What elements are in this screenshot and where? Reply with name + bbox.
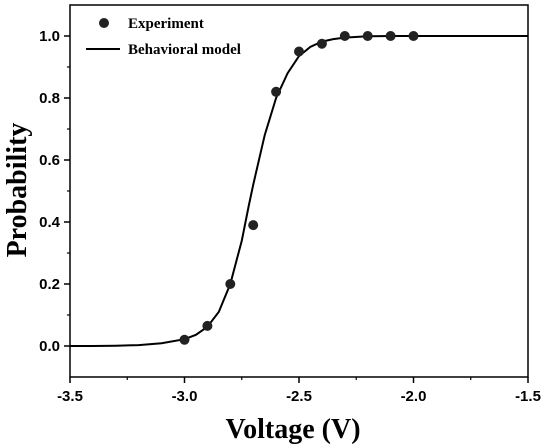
experiment-point: [248, 220, 259, 231]
experiment-point: [271, 86, 282, 97]
x-tick-label: -2.0: [401, 388, 427, 405]
legend-marker-experiment: [99, 18, 109, 28]
experiment-point: [362, 31, 373, 41]
legend-label-behavioral-model: Behavioral model: [128, 42, 241, 58]
experiment-point: [294, 46, 304, 57]
plot-frame: [69, 4, 529, 378]
y-tick-label: 0.8: [39, 90, 60, 107]
experiment-point: [339, 31, 350, 41]
experiment-point: [385, 31, 396, 41]
x-tick-label: -2.5: [286, 388, 312, 405]
experiment-point: [202, 320, 213, 331]
x-axis-title: Voltage (V): [225, 414, 360, 445]
y-tick-label: 0.4: [39, 214, 61, 231]
legend: Experiment Behavioral model: [86, 16, 241, 58]
y-tick-label: 0.0: [39, 338, 60, 355]
x-tick-label: -3.5: [57, 388, 83, 405]
x-tick-label: -3.0: [172, 388, 198, 405]
experiment-point: [408, 31, 419, 41]
y-tick-label: 0.6: [39, 152, 60, 169]
experiment-point: [316, 38, 327, 49]
x-tick-label: -1.5: [515, 388, 541, 405]
y-axis-title: Probability: [2, 123, 33, 258]
y-tick-label: 0.2: [39, 276, 60, 293]
y-tick-label: 1.0: [39, 28, 60, 45]
behavioral-model-line: [70, 35, 528, 347]
experiment-point: [179, 334, 190, 345]
legend-label-experiment: Experiment: [128, 16, 204, 32]
experiment-point: [225, 279, 236, 289]
